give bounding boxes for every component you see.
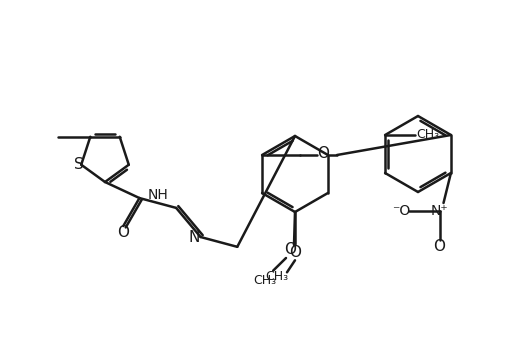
Text: N⁺: N⁺ bbox=[431, 204, 448, 218]
Text: S: S bbox=[74, 157, 84, 172]
Text: O: O bbox=[289, 245, 301, 260]
Text: CH₃: CH₃ bbox=[265, 270, 289, 283]
Text: CH₃: CH₃ bbox=[416, 128, 439, 141]
Text: CH₃: CH₃ bbox=[253, 274, 277, 287]
Text: NH: NH bbox=[148, 188, 168, 202]
Text: O: O bbox=[434, 239, 445, 254]
Text: O: O bbox=[117, 224, 129, 239]
Text: ⁻O: ⁻O bbox=[392, 204, 410, 218]
Text: O: O bbox=[317, 147, 329, 162]
Text: N: N bbox=[189, 230, 200, 245]
Text: O: O bbox=[284, 243, 296, 258]
